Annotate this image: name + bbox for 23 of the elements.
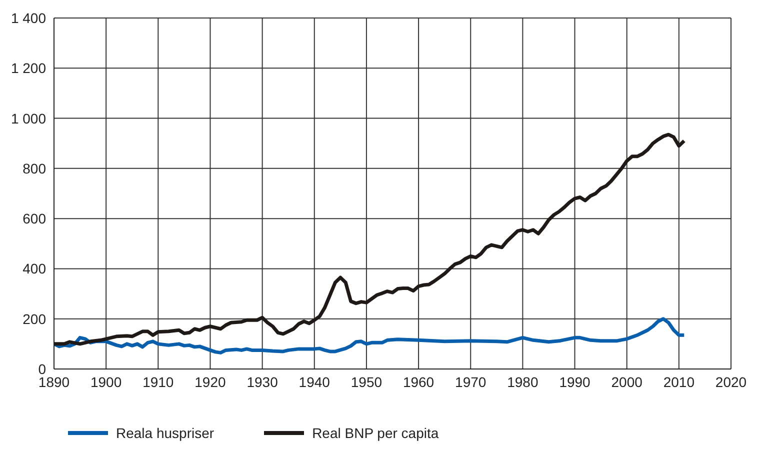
x-tick-label: 1970 [455,374,486,390]
x-tick-label: 1990 [559,374,591,390]
legend-label: Reala huspriser [116,425,214,441]
x-tick-label: 1940 [298,374,330,390]
y-tick-label: 200 [22,310,46,327]
y-tick-label: 800 [22,160,46,176]
x-tick-label: 1930 [246,374,278,390]
x-tick-label: 2000 [611,374,643,390]
x-tick-label: 1920 [194,374,226,390]
y-tick-label: 600 [22,210,46,227]
x-tick-label: 1950 [350,374,382,390]
x-tick-label: 1980 [507,374,538,390]
line-series [54,317,686,354]
x-tick-label: 1960 [402,374,434,390]
x-tick-label: 1900 [90,374,122,390]
y-tick-label: 1 200 [10,60,46,76]
x-tick-label: 1910 [142,374,174,390]
y-tick-label: 1 400 [10,10,46,26]
x-tick-label: 2010 [663,374,695,390]
x-tick-label: 2020 [715,374,747,390]
legend-label: Real BNP per capita [312,425,439,441]
y-tick-label: 400 [22,260,46,277]
y-tick-label: 1 000 [10,110,46,126]
